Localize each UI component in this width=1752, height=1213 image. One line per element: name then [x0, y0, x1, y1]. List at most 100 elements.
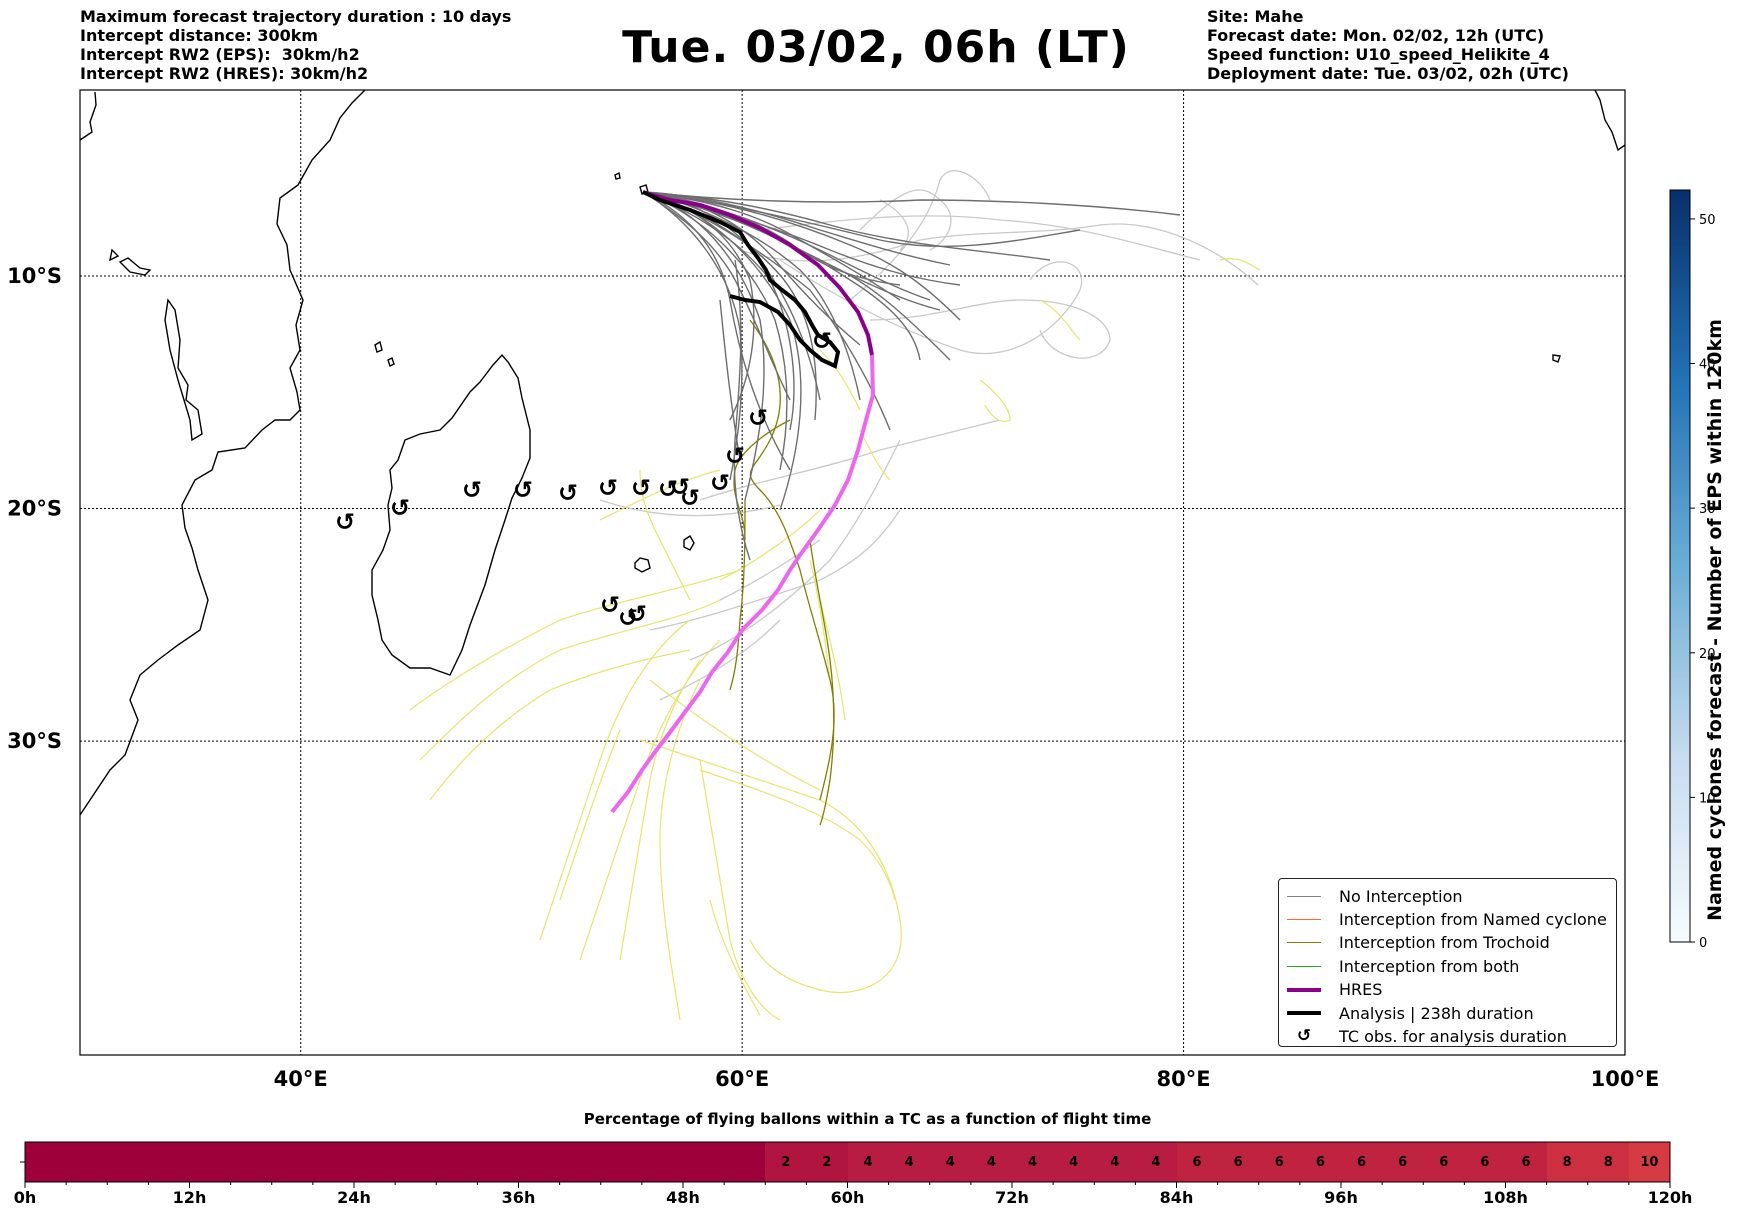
- trochoid-trajectory: [719, 509, 821, 581]
- africa-coast: [80, 90, 366, 816]
- header-left: Maximum forecast trajectory duration : 1…: [80, 7, 511, 83]
- flight-bar-cell: 8: [1587, 1142, 1629, 1182]
- no-interception-trajectory: [719, 299, 741, 461]
- header-line: Deployment date: Tue. 03/02, 02h (UTC): [1207, 64, 1569, 83]
- colorbar-tick-label: 0: [1699, 936, 1707, 951]
- island-small-sw: [1552, 354, 1561, 363]
- flight-bar-base: [25, 1142, 766, 1182]
- legend-swatch: [1287, 1011, 1321, 1015]
- tc-obs-legend-icon: ↺: [1296, 1026, 1312, 1047]
- legend-label: Interception from Trochoid: [1339, 933, 1550, 953]
- flight-bar-cell: 4: [1012, 1142, 1054, 1182]
- lat-tick-label: 30°S: [7, 729, 62, 753]
- trochoid-trajectory: [819, 599, 846, 721]
- trochoid-trajectory: [699, 769, 896, 901]
- legend-label: Analysis | 238h duration: [1339, 1003, 1534, 1023]
- flight-bar-cell: 10: [1628, 1142, 1670, 1182]
- eps-trajectory-faint: [779, 259, 1083, 355]
- header-line: Maximum forecast trajectory duration : 1…: [80, 7, 512, 26]
- flight-bar-cell: 4: [1094, 1142, 1136, 1182]
- flight-bar-cell: 4: [1053, 1142, 1095, 1182]
- flight-bar-cell: 4: [929, 1142, 971, 1182]
- trochoid-trajectory: [639, 469, 691, 601]
- lon-tick-label: 40°E: [274, 1067, 328, 1091]
- flight-hour-label: 0h: [13, 1188, 37, 1207]
- no-interception-trajectory: [642, 191, 901, 301]
- lon-tick-label: 60°E: [715, 1067, 769, 1091]
- colorbar: [1669, 189, 1691, 943]
- legend-label: Interception from both: [1339, 956, 1520, 976]
- tc-obs-icon: ↺: [390, 494, 410, 522]
- eps-trajectory-faint: [759, 215, 1201, 261]
- header-line: Intercept RW2 (HRES): 30km/h2: [80, 64, 369, 83]
- header-line: Intercept distance: 300km: [80, 26, 319, 45]
- header-line: Forecast date: Mon. 02/02, 12h (UTC): [1207, 26, 1545, 45]
- tc-obs-icon: ↺: [725, 442, 745, 470]
- colorbar-ticks: 0 10 20 30 40 50: [1690, 213, 1716, 951]
- no-interception-trajectory: [642, 191, 961, 321]
- flight-hour-label: 108h: [1483, 1188, 1528, 1207]
- colorbar-label: Named cyclones forecast - Number of EPS …: [1704, 319, 1726, 921]
- tc-obs-icon: ↺: [748, 404, 768, 432]
- hres-trajectory: [642, 190, 874, 356]
- header-line: Site: Mahe: [1207, 7, 1304, 26]
- eps-trajectory-faint: [599, 499, 781, 517]
- trochoid-intercept-trajectory: [729, 499, 746, 691]
- island-group-b: [164, 298, 203, 442]
- seychelles-islands: [614, 171, 649, 195]
- flight-hour-label: 120h: [1647, 1188, 1693, 1207]
- trochoid-trajectory: [979, 379, 1011, 422]
- page-title: Tue. 03/02, 06h (LT): [622, 22, 1130, 73]
- trochoid-trajectory: [819, 349, 861, 411]
- legend-item: Interception from both: [1287, 955, 1519, 977]
- flight-bar-cell: 6: [1423, 1142, 1465, 1182]
- trochoid-trajectory: [579, 639, 721, 961]
- map-layers: [80, 90, 1625, 1055]
- tc-obs-icon: ↺: [598, 474, 618, 502]
- australia-coast: [1594, 90, 1625, 152]
- colorbar-tick-label: 10: [1699, 791, 1716, 806]
- colorbar-tick-label: 40: [1699, 358, 1716, 373]
- trochoid-trajectory: [559, 729, 621, 901]
- tc-obs-icon: ↺: [812, 327, 832, 355]
- flight-hour-label: 12h: [172, 1188, 207, 1207]
- trochoid-trajectory: [659, 679, 701, 1021]
- mascarene-island: [634, 557, 651, 573]
- no-interception-trajectory: [642, 191, 1051, 261]
- colorbar-tick-label: 20: [1699, 647, 1716, 662]
- axis-tick-labels: 10°S 20°S 30°S 40°E 60°E 80°E 100°E: [7, 264, 1659, 1091]
- legend-swatch: [1287, 918, 1321, 920]
- legend-item: Interception from Trochoid: [1287, 932, 1550, 954]
- flight-bar-title: Percentage of flying ballons within a TC…: [583, 1110, 1152, 1128]
- eps-trajectory-faint: [659, 619, 781, 701]
- trochoid-trajectory: [419, 599, 721, 761]
- flight-bar-cell: 4: [970, 1142, 1012, 1182]
- madagascar-coast: [371, 353, 531, 676]
- eps-trajectory-faint: [869, 299, 1111, 359]
- trochoid-trajectory: [699, 759, 781, 1021]
- trochoid-intercept-trajectory: [809, 539, 835, 826]
- legend-label: No Interception: [1339, 886, 1463, 906]
- legend-label: TC obs. for analysis duration: [1339, 1026, 1567, 1046]
- trochoid-trajectory: [709, 899, 761, 1016]
- flight-bar-cell: 6: [1382, 1142, 1424, 1182]
- trochoid-trajectories: [409, 258, 1261, 1021]
- no-interception-trajectories: [642, 191, 1181, 561]
- tc-obs-icon: ↺: [462, 476, 482, 504]
- colorbar-tick-label: 50: [1699, 213, 1716, 228]
- analysis-trajectory: [642, 190, 841, 369]
- flight-bar-cell: 2: [765, 1142, 807, 1182]
- eps-trajectory-faint: [649, 509, 901, 631]
- colorbar-tick-label: 30: [1699, 502, 1716, 517]
- trochoid-trajectory: [599, 469, 721, 521]
- flight-hour-label: 60h: [830, 1188, 865, 1207]
- trochoid-trajectory: [539, 619, 691, 941]
- no-interception-trajectory: [733, 259, 751, 561]
- coastline-layer: [80, 90, 1625, 816]
- tc-obs-icon: ↺: [335, 508, 355, 536]
- tc-obs-icon: ↺: [627, 600, 647, 628]
- no-interception-trajectory: [642, 191, 891, 431]
- legend-item: Interception from Named cyclone: [1287, 908, 1607, 930]
- mauritius-island: [683, 535, 695, 551]
